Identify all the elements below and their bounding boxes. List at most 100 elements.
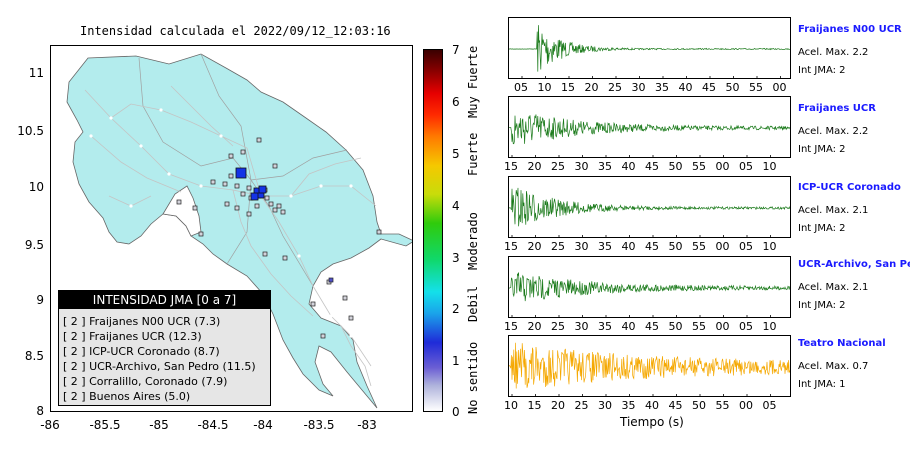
colorbar-tick: 0 [452, 405, 460, 419]
time-tick-label: 55 [692, 160, 706, 173]
time-tick-label: 00 [772, 81, 787, 94]
map-xtick: -85.5 [89, 418, 121, 432]
time-tick-label: 15 [504, 240, 518, 253]
waveform-panel-icp-coronado[interactable] [508, 176, 791, 238]
gulf-of-nicoya [162, 185, 202, 237]
time-tick-label: 45 [645, 320, 659, 333]
map-ytick: 8.5 [24, 349, 44, 363]
map-xtick: -83.5 [303, 418, 335, 432]
time-tick-label: 10 [504, 399, 518, 412]
time-tick-label: 40 [621, 240, 636, 253]
station-accel: Acel. Max. 2.1 [798, 282, 869, 293]
map-ytick: 10.5 [17, 124, 44, 138]
time-tick-label: 50 [668, 160, 683, 173]
time-tick-label: 30 [598, 399, 612, 412]
waveform-panel-ucr-archivo[interactable] [508, 256, 791, 318]
time-tick-label: 05 [739, 320, 753, 333]
station-name[interactable]: ICP-UCR Coronado [798, 182, 901, 193]
waveform-trace [509, 25, 790, 78]
colorbar-label-no-sentido: No sentido [466, 341, 480, 414]
time-tick-label: 45 [702, 81, 716, 94]
time-tick-label: 45 [668, 399, 683, 412]
legend-item: [ 2 ] Fraijanes N00 UCR (7.3) [63, 315, 221, 328]
time-tick-label: 25 [551, 160, 565, 173]
time-tick-label: 35 [598, 320, 612, 333]
colorbar-tick: 7 [452, 43, 460, 57]
time-tick-label: 55 [749, 81, 763, 94]
waveform-panel-teatro-nacional[interactable] [508, 335, 791, 397]
waveform-trace [509, 272, 790, 317]
colorbar-label-fuerte: Fuerte [466, 132, 480, 176]
waveform-panel-fraijanes-n00[interactable] [508, 17, 791, 79]
waveform-panel-fraijanes[interactable] [508, 96, 791, 158]
time-tick-label: 15 [561, 81, 575, 94]
map-xtick: -83 [357, 418, 377, 432]
map-xtick: -86 [40, 418, 60, 432]
time-tick-label: 00 [715, 160, 730, 173]
time-tick-label: 50 [692, 399, 706, 412]
seismic-trace [509, 342, 790, 389]
station-intensity: Int JMA: 1 [798, 379, 846, 390]
colorbar-label-debil: Debil [466, 285, 480, 322]
station-name[interactable]: Teatro Nacional [798, 338, 886, 349]
map-title: Intensidad calculada el 2022/09/12_12:03… [80, 24, 391, 38]
time-tick-label: 05 [739, 160, 753, 173]
time-tick-label: 45 [645, 160, 659, 173]
time-tick-label: 15 [504, 320, 518, 333]
time-tick-label: 20 [551, 399, 565, 412]
time-tick-label: 05 [762, 399, 777, 412]
time-tick-label: 00 [715, 240, 730, 253]
time-tick-label: 35 [655, 81, 669, 94]
time-tick-label: 45 [645, 240, 659, 253]
station-accel: Acel. Max. 2.2 [798, 47, 869, 58]
station-accel: Acel. Max. 0.7 [798, 361, 869, 372]
time-tick-label: 00 [739, 399, 753, 412]
map-ytick: 9.5 [24, 238, 44, 252]
time-tick-label: 05 [514, 81, 528, 94]
seismic-trace [509, 114, 790, 145]
time-tick-label: 25 [574, 399, 589, 412]
legend-item: [ 2 ] Fraijanes UCR (12.3) [63, 330, 202, 343]
time-tick-label: 35 [598, 240, 612, 253]
time-tick-label: 25 [551, 240, 565, 253]
colorbar-tick: 5 [452, 147, 460, 161]
station-name[interactable]: UCR-Archivo, San Pedro [798, 259, 910, 270]
time-tick-label: 55 [692, 240, 706, 253]
station-markers-intensity-2 [235, 167, 267, 201]
seismic-trace [509, 187, 790, 227]
colorbar-tick: 4 [452, 199, 460, 213]
time-tick-label: 50 [668, 320, 683, 333]
legend-item: [ 2 ] UCR-Archivo, San Pedro (11.5) [63, 360, 256, 373]
station-marker-intensity-1 [328, 277, 334, 283]
legend-item: [ 2 ] ICP-UCR Coronado (8.7) [63, 345, 220, 358]
map-ytick: 9 [36, 293, 44, 307]
station-intensity: Int JMA: 2 [798, 223, 846, 234]
map-canvas [66, 53, 412, 409]
time-tick-label: 25 [608, 81, 622, 94]
map-ytick: 8 [36, 404, 44, 418]
map-ytick: 10 [28, 180, 44, 194]
colorbar-tick: 6 [452, 95, 460, 109]
time-tick-label: 30 [631, 81, 646, 94]
time-tick-label: 40 [678, 81, 693, 94]
seismic-trace [509, 25, 790, 72]
time-tick-label: 10 [762, 240, 777, 253]
time-tick-label: 20 [584, 81, 599, 94]
waveform-trace [509, 114, 790, 157]
time-tick-label: 15 [527, 399, 542, 412]
legend-title: INTENSIDAD JMA [0 a 7] [59, 291, 270, 309]
time-tick-label: 50 [668, 240, 683, 253]
time-tick-label: 00 [715, 320, 730, 333]
time-tick-label: 10 [762, 160, 777, 173]
intensity-legend: INTENSIDAD JMA [0 a 7] [ 2 ] Fraijanes N… [58, 290, 271, 406]
town-markers [89, 108, 353, 338]
time-tick-label: 05 [739, 240, 753, 253]
time-tick-label: 15 [504, 160, 518, 173]
station-name[interactable]: Fraijanes UCR [798, 103, 876, 114]
time-tick-label: 20 [527, 240, 542, 253]
station-name[interactable]: Fraijanes N00 UCR [798, 24, 902, 35]
time-tick-label: 30 [574, 320, 589, 333]
seismic-trace [509, 272, 790, 302]
intensity-colorbar [423, 49, 443, 412]
station-intensity: Int JMA: 2 [798, 144, 846, 155]
